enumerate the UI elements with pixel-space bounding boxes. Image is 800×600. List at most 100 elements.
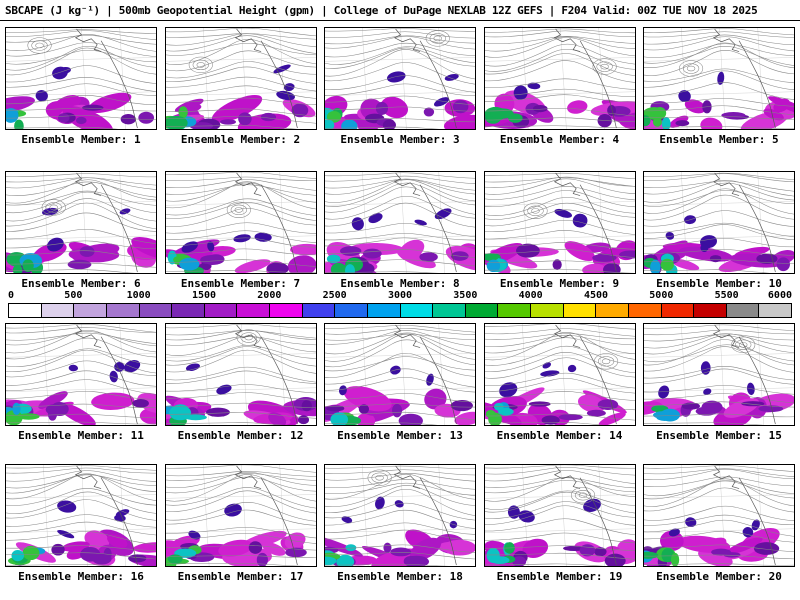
- ensemble-member-label: Ensemble Member: 2: [180, 133, 301, 146]
- map-canvas: [165, 172, 316, 273]
- colorbar-segment: [301, 304, 335, 317]
- page-title: SBCAPE (J kg⁻¹) | 500mb Geopotential Hei…: [5, 3, 758, 17]
- title-bar: SBCAPE (J kg⁻¹) | 500mb Geopotential Hei…: [0, 0, 800, 21]
- ensemble-member-label: Ensemble Member: 8: [340, 277, 460, 290]
- ensemble-map: [5, 27, 157, 130]
- ensemble-member-label: Ensemble Member: 1: [21, 133, 141, 146]
- ensemble-map: [483, 323, 636, 426]
- colorbar-segment: [693, 304, 726, 317]
- ensemble-panel: Ensemble Member: 10: [643, 171, 795, 290]
- colorbar-segment: [497, 304, 530, 317]
- colorbar-segment: [725, 304, 759, 317]
- ensemble-map: [5, 323, 157, 426]
- ensemble-panel: Ensemble Member: 3: [324, 27, 476, 146]
- map-canvas: [484, 465, 635, 566]
- colorbar-segment: [236, 304, 269, 317]
- ensemble-member-label: Ensemble Member: 16: [18, 570, 144, 583]
- colorbar-segment: [9, 304, 41, 317]
- ensemble-map: [164, 171, 317, 274]
- ensemble-panel: Ensemble Member: 8: [324, 171, 476, 290]
- colorbar-segment: [171, 304, 204, 317]
- ensemble-panel: Ensemble Member: 2: [164, 27, 317, 146]
- colorbar-tick: 6000: [767, 290, 792, 301]
- ensemble-member-label: Ensemble Member: 17: [177, 570, 304, 583]
- ensemble-panel: Ensemble Member: 4: [483, 27, 636, 146]
- colorbar-segment: [138, 304, 172, 317]
- ensemble-panel: Ensemble Member: 13: [324, 323, 476, 442]
- colorbar-tick: 4000: [518, 290, 543, 301]
- ensemble-panel: Ensemble Member: 15: [643, 323, 795, 442]
- ensemble-member-label: Ensemble Member: 10: [656, 277, 782, 290]
- ensemble-panel: Ensemble Member: 19: [483, 464, 636, 583]
- ensemble-map: [164, 464, 317, 567]
- ensemble-member-label: Ensemble Member: 9: [499, 277, 620, 290]
- colorbar-segment: [203, 304, 237, 317]
- ensemble-member-label: Ensemble Member: 14: [496, 429, 623, 442]
- ensemble-map: [643, 171, 795, 274]
- ensemble-member-label: Ensemble Member: 19: [496, 570, 623, 583]
- ensemble-panel: Ensemble Member: 9: [483, 171, 636, 290]
- colorbar-ticks: 0 500 1000 1500 2000 2500 3000 3500 4000 4500 5000…: [8, 290, 792, 301]
- ensemble-map: [324, 171, 476, 274]
- colorbar-tick: 5000: [649, 290, 674, 301]
- colorbar-tick: 0: [8, 290, 15, 301]
- map-canvas: [325, 324, 475, 425]
- map-canvas: [644, 465, 794, 566]
- ensemble-member-label: Ensemble Member: 6: [21, 277, 141, 290]
- map-canvas: [165, 324, 316, 425]
- ensemble-panel: Ensemble Member: 5: [643, 27, 795, 146]
- colorbar-segment: [660, 304, 694, 317]
- map-canvas: [644, 28, 794, 129]
- colorbar-tick: 2000: [257, 290, 282, 301]
- ensemble-panel: Ensemble Member: 1: [5, 27, 157, 146]
- colorbar-segment: [399, 304, 433, 317]
- ensemble-panel: Ensemble Member: 17: [164, 464, 317, 583]
- map-canvas: [644, 324, 794, 425]
- ensemble-map: [164, 27, 317, 130]
- ensemble-member-label: Ensemble Member: 3: [340, 133, 460, 146]
- colorbar-tick: 2500: [322, 290, 347, 301]
- map-canvas: [644, 172, 794, 273]
- ensemble-member-label: Ensemble Member: 5: [659, 133, 779, 146]
- ensemble-map: [643, 323, 795, 426]
- ensemble-member-label: Ensemble Member: 7: [180, 277, 301, 290]
- colorbar-segment: [464, 304, 498, 317]
- colorbar-segment: [334, 304, 367, 317]
- colorbar-tick: 500: [64, 290, 83, 301]
- ensemble-map: [5, 171, 157, 274]
- ensemble-panel: Ensemble Member: 11: [5, 323, 157, 442]
- map-canvas: [165, 28, 316, 129]
- ensemble-member-label: Ensemble Member: 20: [656, 570, 782, 583]
- colorbar-segment: [269, 304, 302, 317]
- ensemble-map: [483, 27, 636, 130]
- colorbar-segment: [595, 304, 628, 317]
- colorbar-segment: [432, 304, 465, 317]
- ensemble-map: [643, 27, 795, 130]
- ensemble-map: [164, 323, 317, 426]
- ensemble-map: [324, 27, 476, 130]
- colorbar-segment: [366, 304, 400, 317]
- ensemble-map: [324, 464, 476, 567]
- map-canvas: [484, 28, 635, 129]
- ensemble-member-label: Ensemble Member: 12: [177, 429, 304, 442]
- ensemble-map: [483, 464, 636, 567]
- map-canvas: [6, 324, 156, 425]
- ensemble-member-label: Ensemble Member: 13: [337, 429, 463, 442]
- colorbar-segment: [530, 304, 563, 317]
- colorbar-segment: [758, 304, 791, 317]
- ensemble-panel: Ensemble Member: 14: [483, 323, 636, 442]
- ensemble-member-label: Ensemble Member: 4: [499, 133, 620, 146]
- colorbar-segment: [627, 304, 661, 317]
- ensemble-member-label: Ensemble Member: 18: [337, 570, 463, 583]
- ensemble-map: [483, 171, 636, 274]
- map-canvas: [325, 28, 475, 129]
- panel-row: Ensemble Member: 11 Ensemble Member: 12 …: [5, 323, 795, 442]
- colorbar-segment: [40, 304, 74, 317]
- colorbar-tick: 3000: [387, 290, 413, 301]
- ensemble-panel: Ensemble Member: 12: [164, 323, 317, 442]
- colorbar-segment: [562, 304, 596, 317]
- panel-row: Ensemble Member: 16 Ensemble Member: 17 …: [5, 464, 795, 583]
- colorbar-tick: 1000: [126, 290, 151, 301]
- map-canvas: [6, 172, 156, 273]
